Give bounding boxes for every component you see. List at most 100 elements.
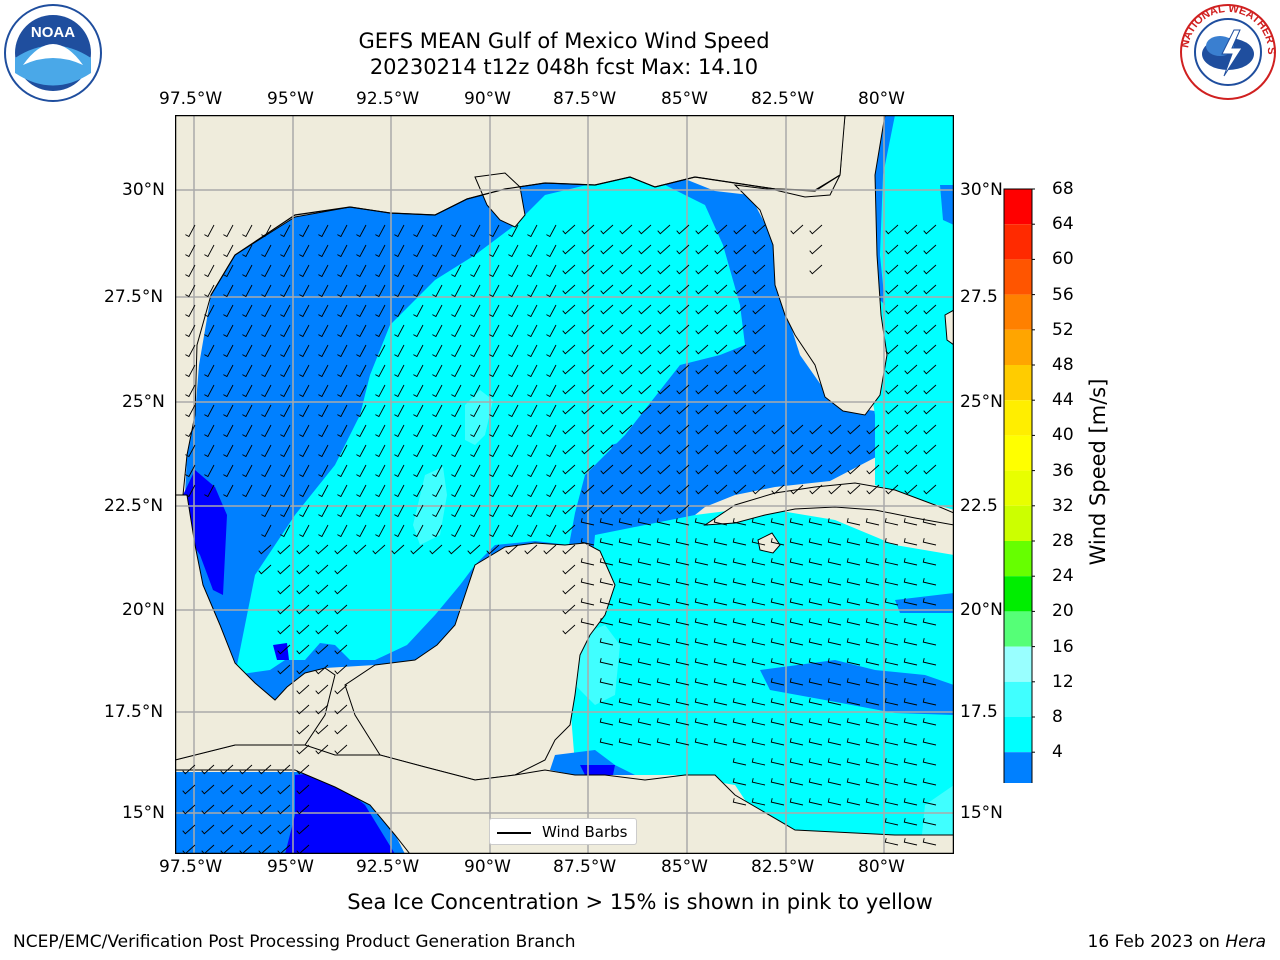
wind-barb xyxy=(676,424,690,435)
wind-barb xyxy=(770,638,785,646)
wind-barb xyxy=(903,718,918,726)
slow-zone-0-4 xyxy=(273,643,289,660)
wind-barb xyxy=(619,264,633,275)
wind-barb xyxy=(676,384,690,395)
footer-date: 16 Feb 2023 on Hera xyxy=(1088,932,1266,952)
wind-barb xyxy=(581,484,595,495)
wind-barb xyxy=(546,464,557,478)
mississippi-delta xyxy=(474,172,526,228)
wind-barb xyxy=(432,464,443,478)
wind-barb xyxy=(827,678,842,686)
wind-barb xyxy=(713,658,728,666)
wind-barb xyxy=(714,224,728,235)
wind-barb xyxy=(675,698,690,706)
caribbean-band-4-8 xyxy=(895,593,954,613)
wind-barb xyxy=(489,264,500,278)
wind-barb xyxy=(904,304,918,315)
wind-barb xyxy=(296,644,310,655)
wind-barb xyxy=(884,698,899,706)
wind-barb xyxy=(789,758,804,766)
wind-barb xyxy=(922,538,937,546)
wind-barb xyxy=(904,244,918,255)
wind-barb xyxy=(546,444,557,458)
wind-barb xyxy=(334,704,348,715)
wind-barb xyxy=(277,764,291,775)
wind-barb xyxy=(638,484,652,495)
colorbar-cell xyxy=(1004,259,1032,295)
wind-barb xyxy=(789,778,804,786)
wind-barb xyxy=(334,684,348,695)
wind-barb xyxy=(261,484,272,498)
wind-barb xyxy=(600,404,614,415)
wind-barb xyxy=(204,244,215,258)
wind-barb xyxy=(903,838,918,846)
wind-barb xyxy=(599,698,614,706)
wind-barb xyxy=(903,518,918,526)
wind-barb xyxy=(261,444,272,458)
wind-barb xyxy=(903,658,918,666)
wind-barb xyxy=(600,324,614,335)
wind-barb xyxy=(676,504,690,515)
colorbar-cell xyxy=(1004,717,1032,753)
wind-barb xyxy=(299,484,310,498)
wind-barb xyxy=(527,344,538,358)
wind-barb xyxy=(318,384,329,398)
lon-label-top: 97.5°W xyxy=(159,89,223,109)
wind-barb xyxy=(676,464,690,475)
wind-barbs xyxy=(182,224,937,854)
wind-barb xyxy=(353,544,367,555)
wind-barb xyxy=(261,264,272,278)
wind-barb xyxy=(562,424,576,435)
wind-barb xyxy=(505,544,519,555)
wind-barb xyxy=(714,404,728,415)
wind-barb xyxy=(884,718,899,726)
wind-barb xyxy=(489,284,500,298)
wind-barb xyxy=(185,324,196,338)
wind-barb xyxy=(239,824,253,835)
wind-barb xyxy=(751,758,766,766)
wind-barb xyxy=(923,264,937,275)
wind-barb xyxy=(277,584,291,595)
wind-barb xyxy=(656,578,671,586)
wind-barb xyxy=(318,324,329,338)
wind-barb xyxy=(618,678,633,686)
wind-barb xyxy=(185,264,196,278)
wind-barb xyxy=(527,464,538,478)
colorbar-cell xyxy=(1004,365,1032,401)
wind-barb xyxy=(657,424,671,435)
wind-barb xyxy=(258,564,272,575)
svg-text:NOAA: NOAA xyxy=(31,24,75,41)
wind-barb xyxy=(223,404,234,418)
wind-barb xyxy=(827,598,842,606)
colorbar-tick-label: 36 xyxy=(1052,460,1074,481)
wind-barb xyxy=(656,598,671,606)
wind-barb xyxy=(808,758,823,766)
wind-barb xyxy=(489,404,500,418)
wind-barb xyxy=(675,618,690,626)
wind-barb xyxy=(752,444,766,455)
wind-barb xyxy=(581,224,595,235)
wind-barb xyxy=(619,304,633,315)
wind-barb xyxy=(637,638,652,646)
wind-barb xyxy=(546,524,557,538)
wind-barb xyxy=(581,324,595,335)
wind-barb xyxy=(451,224,462,238)
wind-barb xyxy=(258,764,272,775)
wind-barb xyxy=(394,284,405,298)
wind-barb xyxy=(638,504,652,515)
wind-barb xyxy=(827,618,842,626)
wind-barb xyxy=(751,558,766,566)
wind-barb xyxy=(619,324,633,335)
wind-barb xyxy=(261,524,272,538)
wind-barb xyxy=(182,824,196,835)
lon-label-bottom: 82.5°W xyxy=(751,857,815,877)
wind-barb xyxy=(884,618,899,626)
wind-barb xyxy=(695,444,709,455)
wind-barb xyxy=(581,364,595,375)
wind-barb xyxy=(394,524,405,538)
colorbar-tick-label: 32 xyxy=(1052,495,1074,516)
wind-barb xyxy=(413,264,424,278)
wind-barb xyxy=(676,224,690,235)
wind-barb xyxy=(827,778,842,786)
wind-barb xyxy=(789,578,804,586)
